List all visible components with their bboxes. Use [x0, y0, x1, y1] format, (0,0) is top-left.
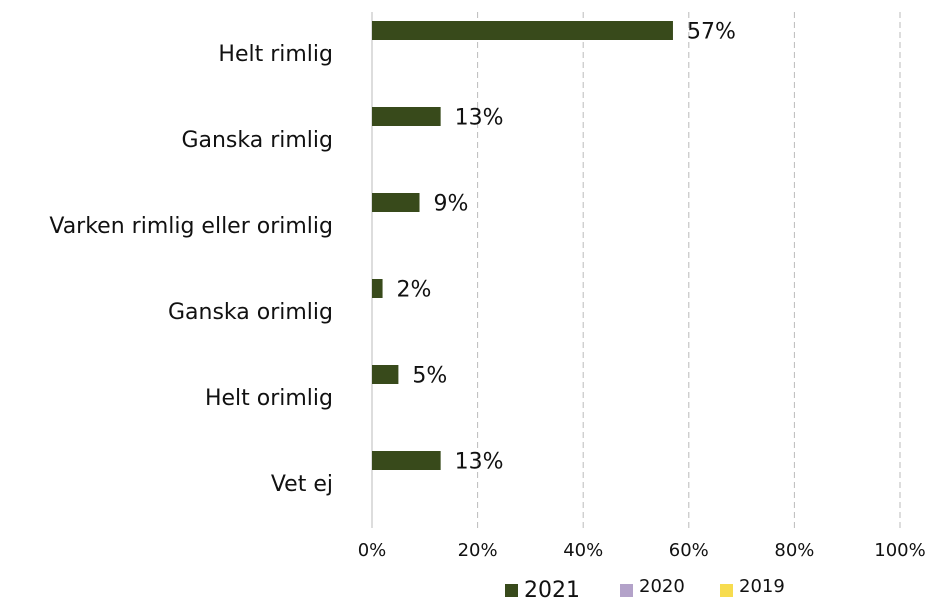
bar [372, 193, 420, 212]
legend-swatch [720, 584, 733, 597]
bar [372, 279, 383, 298]
bar [372, 107, 441, 126]
category-label: Vet ej [271, 472, 333, 497]
category-label: Helt rimlig [218, 42, 333, 67]
value-label: 5% [412, 364, 447, 389]
x-tick-label: 40% [563, 540, 603, 561]
legend-label: 2020 [639, 576, 685, 597]
value-label: 57% [687, 20, 736, 45]
bar [372, 365, 399, 384]
value-label: 13% [455, 106, 504, 131]
legend-swatch [620, 584, 633, 597]
value-label: 9% [434, 192, 469, 217]
legend-swatch [505, 584, 518, 597]
category-label: Varken rimlig eller orimlig [49, 214, 333, 239]
value-label: 13% [455, 450, 504, 475]
legend-label: 2021 [524, 578, 580, 602]
x-tick-label: 100% [874, 540, 925, 561]
x-tick-label: 20% [458, 540, 498, 561]
x-tick-label: 60% [669, 540, 709, 561]
bar [372, 451, 441, 470]
category-label: Helt orimlig [205, 386, 333, 411]
x-tick-label: 0% [358, 540, 387, 561]
bar [372, 21, 673, 40]
legend-label: 2019 [739, 576, 785, 597]
x-tick-label: 80% [774, 540, 814, 561]
category-label: Ganska rimlig [181, 128, 333, 153]
category-label: Ganska orimlig [168, 300, 333, 325]
value-label: 2% [397, 278, 432, 303]
